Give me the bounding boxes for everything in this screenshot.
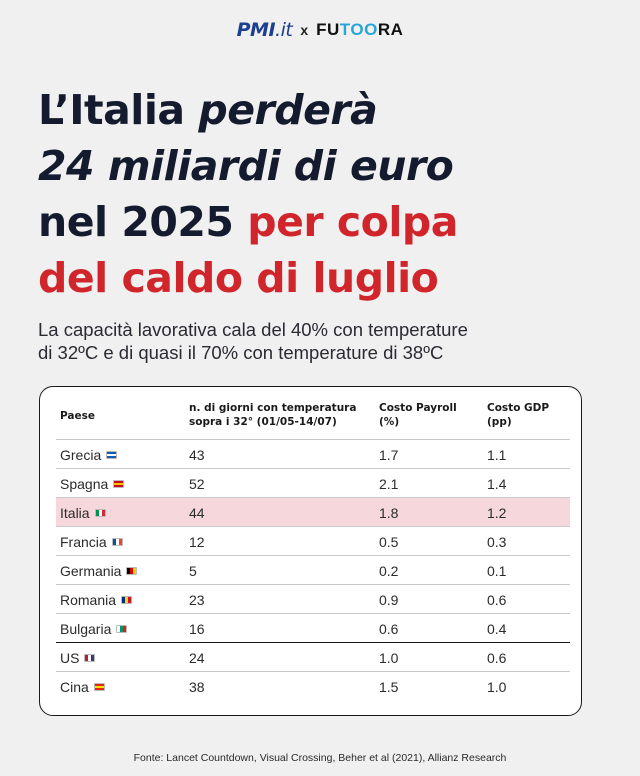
cell-gdp: 1.1	[487, 447, 507, 463]
table-row: Italia 44 1.8 1.2	[56, 497, 570, 526]
cell-payroll: 1.8	[379, 505, 399, 521]
flag-icon	[121, 596, 133, 604]
flag-icon	[93, 683, 105, 691]
cell-paese: Italia	[60, 505, 106, 521]
table-row: Germania 5 0.2 0.1	[56, 555, 570, 584]
subtitle: La capacità lavorativa cala del 40% con …	[38, 318, 618, 364]
header-giorni: n. di giorni con temperatura sopra i 32°…	[189, 402, 357, 428]
brand-header: PMI.it x FUTOORA	[0, 18, 640, 42]
cell-paese: Grecia	[60, 447, 118, 463]
flag-icon	[94, 509, 106, 517]
flag-icon	[106, 451, 118, 459]
cell-paese: Spagna	[60, 476, 125, 492]
cell-gdp: 1.4	[487, 476, 507, 492]
cell-giorni: 5	[189, 563, 197, 579]
cell-paese: Romania	[60, 592, 133, 608]
cell-payroll: 1.0	[379, 650, 399, 666]
header-gdp: Costo GDP (pp)	[487, 402, 550, 428]
headline-line-3: nel 2025 per colpa	[38, 198, 458, 246]
headline-line-4: del caldo di luglio	[38, 254, 439, 302]
cell-giorni: 23	[189, 592, 205, 608]
table-row: US 24 1.0 0.6	[56, 642, 570, 671]
cell-payroll: 2.1	[379, 476, 399, 492]
flag-icon	[126, 567, 138, 575]
cell-gdp: 0.6	[487, 592, 507, 608]
cell-paese: Germania	[60, 563, 138, 579]
cell-payroll: 0.6	[379, 621, 399, 637]
table-row: Bulgaria 16 0.6 0.4	[56, 613, 570, 642]
flag-icon	[116, 625, 128, 633]
cell-giorni: 12	[189, 534, 205, 550]
cell-payroll: 0.2	[379, 563, 399, 579]
table-row: Spagna 52 2.1 1.4	[56, 468, 570, 497]
cell-paese: US	[60, 650, 96, 666]
cell-paese: Bulgaria	[60, 621, 128, 637]
table-row: Romania 23 0.9 0.6	[56, 584, 570, 613]
cell-gdp: 1.0	[487, 679, 507, 695]
table-row: Francia 12 0.5 0.3	[56, 526, 570, 555]
flag-icon	[111, 538, 123, 546]
cell-payroll: 0.5	[379, 534, 399, 550]
headline-line-2: 24 miliardi di euro	[38, 142, 454, 190]
cell-giorni: 43	[189, 447, 205, 463]
cell-gdp: 0.4	[487, 621, 507, 637]
cell-gdp: 0.1	[487, 563, 507, 579]
cell-gdp: 0.3	[487, 534, 507, 550]
cell-payroll: 0.9	[379, 592, 399, 608]
cell-payroll: 1.5	[379, 679, 399, 695]
header-payroll: Costo Payroll (%)	[379, 402, 457, 428]
source-footnote: Fonte: Lancet Countdown, Visual Crossing…	[133, 752, 507, 764]
flag-icon	[84, 654, 96, 662]
cell-payroll: 1.7	[379, 447, 399, 463]
header-paese: Paese	[60, 410, 95, 422]
subtitle-line-1: La capacità lavorativa cala del 40% con …	[38, 319, 468, 340]
cell-gdp: 0.6	[487, 650, 507, 666]
brand-separator: x	[300, 22, 309, 38]
cell-giorni: 16	[189, 621, 205, 637]
headline-line-1: L’Italia perderà	[38, 86, 378, 134]
cell-giorni: 52	[189, 476, 205, 492]
cell-giorni: 38	[189, 679, 205, 695]
table-row: Cina 38 1.5 1.0	[56, 671, 570, 700]
flag-icon	[113, 480, 125, 488]
futoora-logo: FUTOORA	[316, 20, 404, 39]
data-table-card: Paese n. di giorni con temperatura sopra…	[39, 386, 582, 716]
table-body: Grecia 43 1.7 1.1 Spagna 52 2.1 1.4 Italia 44 1.8 1…	[56, 439, 570, 700]
cell-gdp: 1.2	[487, 505, 507, 521]
subtitle-line-2: di 32ºC e di quasi il 70% con temperatur…	[38, 342, 444, 363]
cell-giorni: 44	[189, 505, 205, 521]
table-row: Grecia 43 1.7 1.1	[56, 439, 570, 468]
headline: L’Italia perderà 24 miliardi di euro nel…	[38, 82, 618, 306]
cell-giorni: 24	[189, 650, 205, 666]
pmi-logo: PMI.it	[236, 19, 293, 41]
cell-paese: Francia	[60, 534, 123, 550]
cell-paese: Cina	[60, 679, 105, 695]
table-header: Paese n. di giorni con temperatura sopra…	[56, 401, 570, 441]
